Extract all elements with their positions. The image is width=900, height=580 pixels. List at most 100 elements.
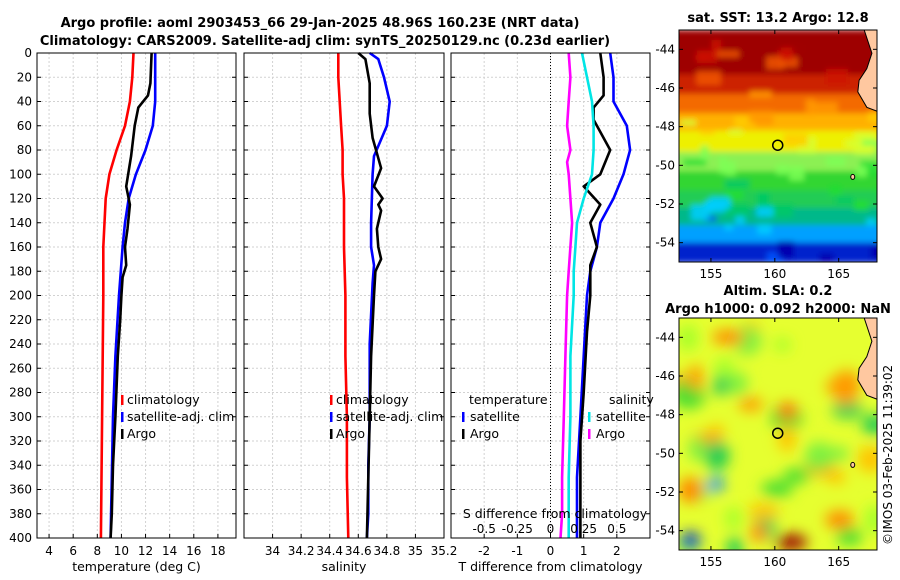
sst-band [679, 225, 877, 244]
figure-title-line2: Climatology: CARS2009. Satellite-adj cli… [40, 34, 610, 49]
depth-tick-label: 280 [9, 386, 32, 400]
sla-eddy [773, 337, 791, 353]
sst-patch [683, 159, 707, 166]
series-s-argo [559, 52, 574, 539]
depth-tick-label: 400 [9, 531, 32, 545]
depth-tick-label: 0 [24, 46, 32, 60]
legend-swatch [462, 429, 465, 439]
sla-eddy [705, 440, 730, 471]
series-s-satellite [567, 52, 595, 538]
map-x-tick-label: 155 [699, 555, 722, 569]
sst-patch [835, 197, 854, 204]
figure-title-line1: Argo profile: aoml 2903453_66 29-Jan-202… [61, 16, 580, 31]
sst-patch [757, 224, 772, 235]
legend-swatch [121, 395, 124, 405]
depth-tick-label: 320 [9, 434, 32, 448]
x-tick-label: 0 [547, 544, 555, 558]
depth-tick-label: 340 [9, 458, 32, 472]
map-y-tick-label: -44 [655, 330, 675, 344]
legend-label: Argo [336, 426, 365, 441]
sst-patch [789, 165, 805, 181]
x-tick-label: 35 [408, 544, 423, 558]
argo-position-marker [771, 427, 784, 439]
map-y-tick-label: -54 [655, 524, 675, 538]
legend-swatch [330, 395, 333, 405]
sla-eddy [688, 436, 706, 461]
sla-eddy [726, 536, 744, 550]
sst-patch [748, 111, 774, 124]
sla-eddy [711, 329, 746, 345]
x-tick-label: 35.2 [431, 544, 458, 558]
sla-eddy [750, 522, 767, 543]
x-tick-label: 34.4 [316, 544, 343, 558]
depth-tick-label: 240 [9, 337, 32, 351]
sla-field [679, 319, 877, 550]
sla-eddy [679, 324, 699, 352]
sst-patch [725, 189, 744, 200]
legend-swatch [121, 429, 124, 439]
sst-patch [819, 253, 834, 262]
panel-differences: -2 -1 0 1 2T difference from climatology S di… [450, 52, 654, 574]
legend-label: satellite [470, 409, 520, 424]
sst-patch [805, 99, 815, 115]
sst-patch [725, 161, 736, 176]
sst-patch [812, 102, 838, 113]
sst-patch [749, 90, 772, 98]
sst-patch [779, 57, 798, 68]
sst-patch [756, 192, 770, 209]
sla-eddy [836, 527, 863, 546]
new-zealand-land [857, 30, 877, 112]
map-y-tick-label: -48 [655, 120, 675, 134]
panel-temperature: 0 20 40 60 80 100 120 140 160 180 200 220 240 260 280 3… [9, 46, 237, 574]
sst-field [679, 30, 877, 262]
depth-tick-label: 180 [9, 264, 32, 278]
sla-eddy [680, 532, 701, 549]
x-tick-label: 4 [45, 544, 53, 558]
legend-label: satellite-adj. clim [127, 409, 234, 424]
map-x-tick-label: 160 [763, 555, 786, 569]
depth-tick-label: 160 [9, 240, 32, 254]
legend-swatch [121, 412, 124, 422]
legend-salinity-header: salinity [609, 392, 654, 407]
legend-swatch [588, 429, 591, 439]
sst-patch [826, 156, 846, 167]
sla-eddy [777, 402, 798, 419]
x-tick-label: 34 [265, 544, 280, 558]
legend-swatch [588, 412, 591, 422]
new-zealand-land [857, 318, 877, 400]
x-tick-label: -1 [511, 544, 523, 558]
x-axis-label: T difference from climatology [457, 559, 643, 574]
map-y-tick-label: -54 [655, 236, 675, 250]
sst-patch [870, 245, 877, 259]
x2-tick-label: -0.5 [472, 522, 495, 536]
depth-tick-label: 60 [17, 119, 32, 133]
depth-tick-label: 220 [9, 313, 32, 327]
sst-patch [724, 224, 734, 231]
sst-patch [711, 39, 722, 50]
series-satellite-adj-clim [109, 53, 157, 539]
series-t-satellite [575, 52, 632, 538]
sst-band [679, 93, 877, 115]
map-x-tick-label: 160 [763, 267, 786, 281]
sla-eddy [825, 510, 855, 530]
sla-eddy [738, 397, 764, 412]
x-tick-label: 34.6 [345, 544, 372, 558]
panel-salinity: 34 34.2 34.4 34.6 34.8 35 35.2 salinity climatol… [243, 51, 458, 574]
x-tick-label: -2 [478, 544, 490, 558]
x-tick-label: 2 [613, 544, 621, 558]
series-climatology [99, 52, 135, 539]
sst-patch [734, 116, 756, 128]
x-tick-label: 18 [210, 544, 225, 558]
map-x-tick-label: 165 [827, 267, 850, 281]
x-tick-label: 12 [138, 544, 153, 558]
sst-patch [875, 141, 877, 152]
sst-patch [866, 218, 876, 226]
sst-map-title: sat. SST: 13.2 Argo: 12.8 [687, 11, 868, 26]
sla-eddy [826, 469, 846, 485]
sla-eddy [832, 400, 863, 419]
map-frame [678, 29, 878, 263]
sst-patch [766, 252, 783, 262]
sla-eddy [804, 441, 834, 471]
sla-eddy [688, 364, 704, 392]
